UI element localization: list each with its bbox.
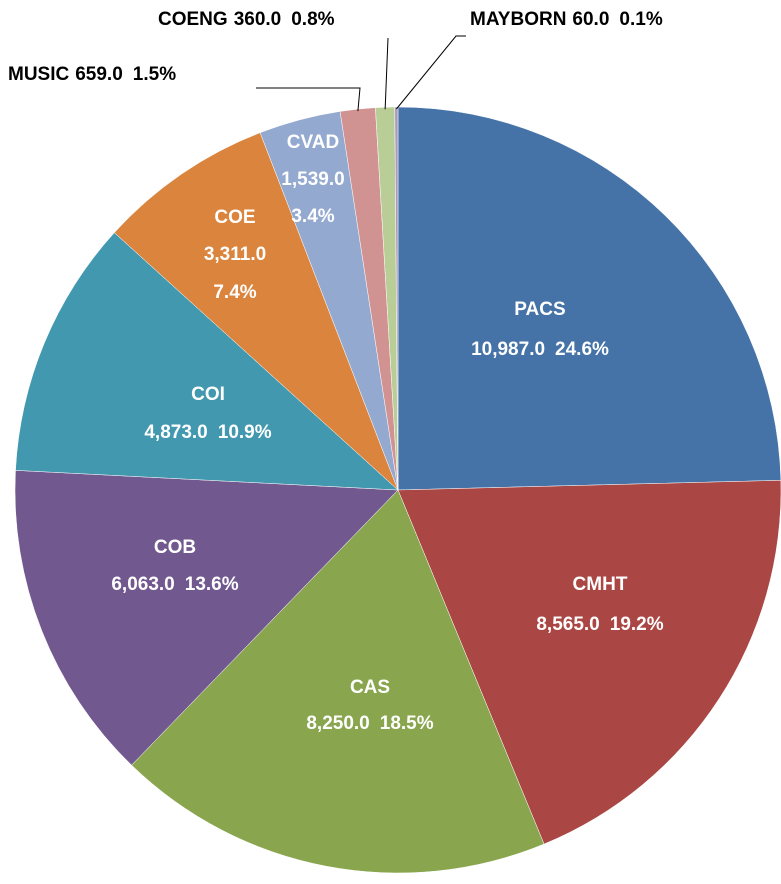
slice-label: 8,250.0 18.5% [306, 713, 433, 734]
value-label: 4,873.0 [144, 422, 207, 443]
category-label: COE [214, 207, 255, 228]
percent-label: 0.1% [619, 9, 662, 30]
percent-label: 0.8% [291, 9, 334, 30]
percent-label: 1.5% [133, 64, 176, 85]
percent-label: 7.4% [213, 282, 256, 303]
value-label: 60.0 [572, 9, 609, 30]
leader-line [384, 37, 389, 110]
category-label: COB [154, 537, 196, 558]
pie-slice [14, 470, 399, 766]
category-label: COENG [158, 9, 228, 30]
slice-label: 8,565.0 19.2% [536, 614, 663, 635]
pie-slice [397, 480, 781, 845]
value-label: 8,565.0 [536, 614, 599, 635]
pie-slice [113, 132, 399, 491]
value-label: 10,987.0 [471, 339, 545, 360]
pie-slice [131, 489, 545, 874]
slice-label: 10,987.0 24.6% [471, 339, 609, 360]
leader-line [396, 35, 466, 110]
percent-label: 3.4% [291, 206, 334, 227]
value-label: 659.0 [75, 64, 123, 85]
value-label: 1,539.0 [281, 169, 344, 190]
leader-line [256, 87, 361, 112]
value-label: 8,250.0 [306, 713, 369, 734]
percent-label: 19.2% [610, 614, 664, 635]
slice-label: MAYBORN 60.0 0.1% [470, 9, 663, 30]
percent-label: 13.6% [185, 574, 239, 595]
value-label: 3,311.0 [204, 244, 266, 265]
value-label: 360.0 [234, 9, 282, 30]
slice-label: COENG 360.0 0.8% [158, 9, 335, 30]
pie-slice [397, 106, 781, 491]
percent-label: 18.5% [380, 713, 434, 734]
slice-label: 6,063.0 13.6% [111, 574, 238, 595]
slice-label: 4,873.0 10.9% [144, 422, 271, 443]
category-label: CVAD [287, 132, 339, 153]
category-label: CMHT [573, 574, 628, 595]
value-label: 6,063.0 [111, 574, 174, 595]
slice-label: MUSIC 659.0 1.5% [8, 64, 176, 85]
category-label: CAS [350, 677, 390, 698]
percent-label: 10.9% [218, 422, 272, 443]
pie-slice [15, 232, 399, 491]
percent-label: 24.6% [555, 339, 609, 360]
category-label: MAYBORN [470, 9, 566, 30]
category-label: PACS [514, 299, 565, 320]
category-label: MUSIC [8, 64, 70, 85]
category-label: COI [191, 384, 225, 405]
